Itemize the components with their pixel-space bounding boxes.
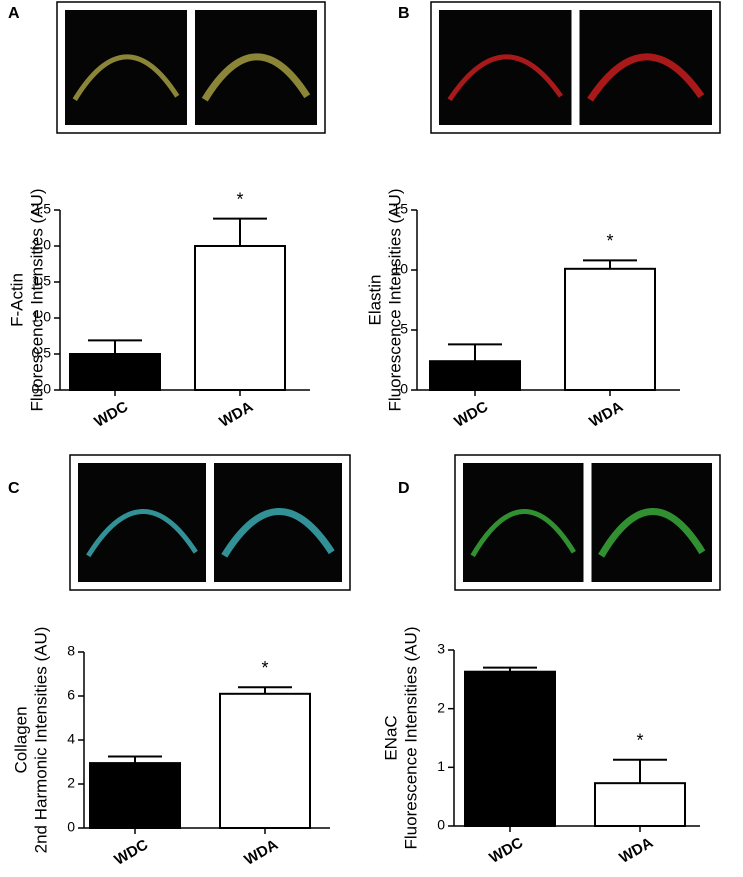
y-tick-label: 2 (67, 775, 75, 791)
y-tick-label: 10 (392, 261, 408, 277)
y-tick-label: 0.5 (32, 345, 52, 361)
significance-mark: * (261, 658, 268, 678)
y-axis-label: Fluorescence Intensities (AU) (27, 189, 46, 412)
micrograph-tissue (447, 54, 563, 102)
micrograph (579, 10, 712, 125)
y-tick-label: 15 (392, 201, 408, 217)
x-tick-label: WDA (586, 398, 626, 431)
micrograph (195, 10, 317, 125)
panel-letter: A (8, 5, 20, 22)
y-axis-label: F-Actin (7, 273, 26, 327)
micrograph-tissue (201, 53, 311, 102)
micrograph (463, 463, 584, 582)
micrograph-tissue (598, 508, 706, 558)
x-tick-label: WDA (241, 836, 281, 869)
x-tick-label: WDC (486, 834, 526, 867)
y-axis-label: Elastin (365, 274, 384, 325)
x-tick-label: WDC (111, 836, 151, 869)
y-axis-label: ENaC (381, 715, 400, 760)
x-tick-label: WDC (451, 398, 491, 431)
bar (464, 670, 556, 827)
y-tick-label: 1.5 (32, 273, 52, 289)
significance-mark: * (636, 730, 643, 750)
y-tick-label: 6 (67, 687, 75, 703)
micrograph-tissue (72, 54, 180, 102)
panel-letter: C (8, 480, 20, 497)
y-tick-label: 4 (67, 731, 75, 747)
y-tick-label: 8 (67, 643, 75, 659)
panel-letter: D (398, 480, 410, 497)
x-tick-label: WDA (616, 834, 656, 867)
y-tick-label: 2.0 (32, 237, 52, 253)
panel-letter: B (398, 5, 410, 22)
y-tick-label: 0 (67, 819, 75, 835)
bar (429, 360, 521, 392)
y-axis-label: Fluorescence Intensities (AU) (385, 189, 404, 412)
y-tick-label: 0.0 (32, 381, 52, 397)
micrograph (214, 463, 342, 582)
y-tick-label: 0 (400, 381, 408, 397)
y-tick-label: 3 (437, 641, 445, 657)
micrograph-tissue (470, 509, 576, 558)
x-tick-label: WDC (91, 398, 131, 431)
y-tick-label: 5 (400, 321, 408, 337)
y-axis-label: Fluorescence Intensities (AU) (401, 627, 420, 850)
significance-mark: * (236, 189, 243, 209)
bar (194, 245, 286, 391)
y-tick-label: 0 (437, 817, 445, 833)
micrograph-tissue (587, 53, 705, 102)
bar (564, 267, 656, 391)
bar (69, 353, 161, 391)
micrograph (78, 463, 206, 582)
micrograph-tissue (221, 508, 335, 558)
y-tick-label: 2.5 (32, 201, 52, 217)
y-tick-label: 2 (437, 699, 445, 715)
significance-mark: * (606, 231, 613, 251)
y-axis-label: Collagen (11, 706, 30, 773)
bar (89, 762, 181, 829)
micrograph-tissue (86, 509, 198, 558)
y-tick-label: 1 (437, 758, 445, 774)
micrograph (591, 463, 712, 582)
bar (594, 782, 686, 828)
micrograph (65, 10, 187, 125)
y-tick-label: 1.0 (32, 309, 52, 325)
x-tick-label: WDA (216, 398, 256, 431)
micrograph (439, 10, 572, 125)
y-axis-label: 2nd Harmonic Intensities (AU) (31, 627, 50, 854)
bar (219, 692, 311, 829)
